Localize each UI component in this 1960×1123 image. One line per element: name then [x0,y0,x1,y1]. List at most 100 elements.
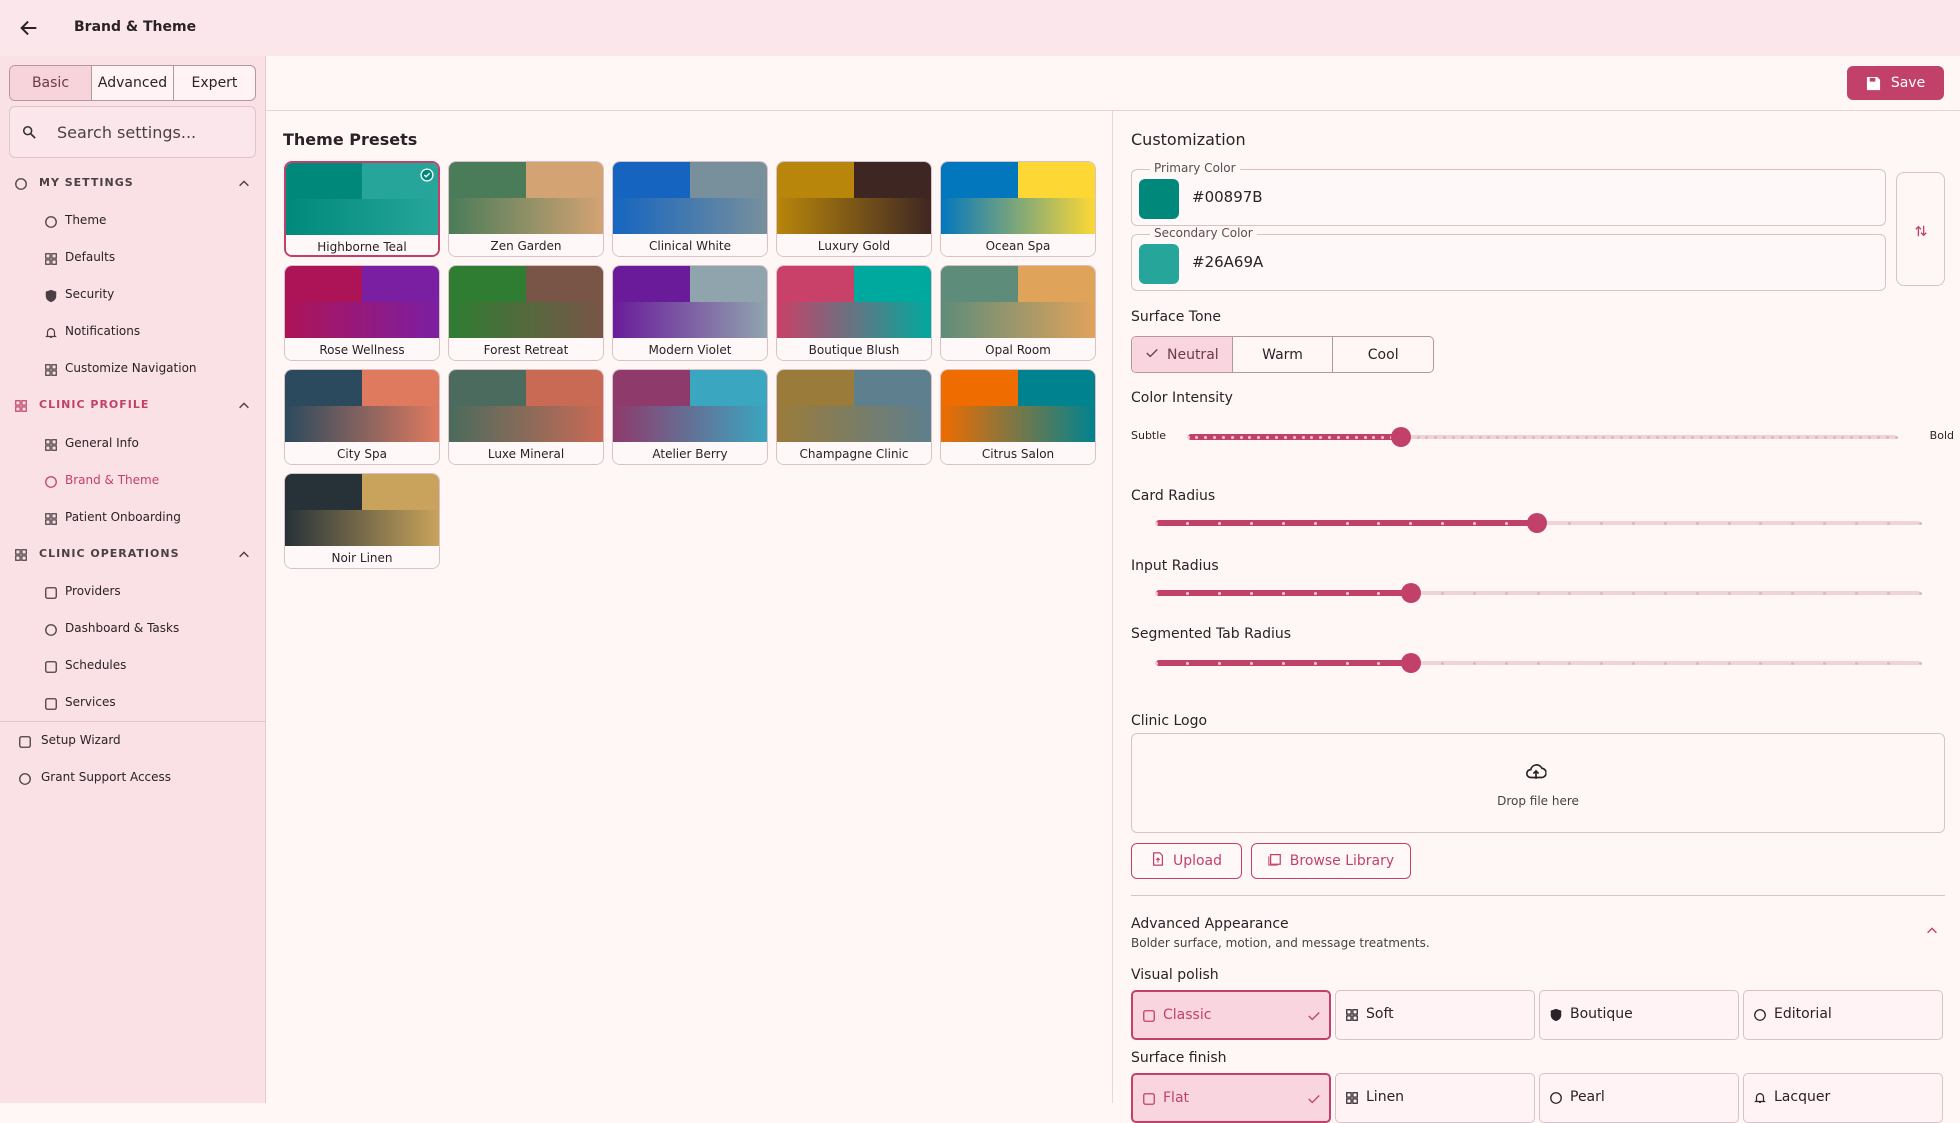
appearance-option[interactable]: Linen [1335,1073,1535,1123]
preset-card[interactable]: Boutique Blush [776,265,932,361]
nav-item[interactable]: Defaults [65,250,116,264]
tone-option[interactable]: Neutral [1132,337,1232,372]
nav-item[interactable]: Dashboard & Tasks [65,621,180,635]
top-bar: Brand & Theme [0,0,1960,56]
preset-card[interactable]: Rose Wellness [284,265,440,361]
view-tab[interactable]: Advanced [91,66,173,100]
radius-slider-thumb[interactable] [1401,653,1421,673]
intensity-step [1646,435,1650,439]
sidebar-divider [0,721,266,722]
icon-shape [1927,927,1937,934]
radius-slider-step [1377,661,1381,665]
appearance-option[interactable]: Soft [1335,990,1535,1040]
save-label: Save [1890,75,1926,91]
intensity-step [1186,435,1190,439]
icon-shape [15,178,27,190]
intensity-step [1558,435,1562,439]
icon [1914,223,1928,242]
nav-item[interactable]: Services [65,695,116,709]
appearance-option[interactable]: Pearl [1539,1073,1739,1123]
nav-item[interactable]: Patient Onboarding [65,510,181,524]
icon-shape [1143,1010,1155,1022]
save-button[interactable]: Save [1847,66,1944,100]
nav-item[interactable]: Providers [65,584,121,598]
preset-card[interactable]: Clinical White [612,161,768,257]
intensity-step [1469,435,1473,439]
tone-option[interactable]: Warm [1231,337,1333,372]
preset-card[interactable]: Highborne Teal [284,161,440,257]
radius-slider-thumb[interactable] [1401,583,1421,603]
icon-shape [15,178,27,190]
intensity-step [1266,435,1270,439]
icon-shape [1308,1012,1320,1021]
appearance-option[interactable]: Flat [1131,1073,1331,1123]
nav-item[interactable]: General Info [65,436,139,450]
icon-shape [420,168,434,182]
radius-slider-step [1823,661,1826,665]
icon-shape [45,253,51,259]
drop-zone[interactable]: Drop file here [1131,733,1945,833]
tone-option[interactable]: Cool [1332,337,1433,372]
nav-item[interactable]: Setup Wizard [41,733,121,747]
intensity-step [1602,435,1606,439]
nav-item[interactable]: Notifications [65,324,141,338]
icon-shape [1308,1095,1320,1104]
icon-shape [30,133,36,139]
color-field[interactable]: Secondary Color #26A69A [1131,226,1886,291]
radius-slider-step [1250,591,1253,595]
icon [1151,852,1165,870]
preset-card[interactable]: Zen Garden [448,161,604,257]
icon-shape [19,773,31,785]
swatch-gradient [286,199,438,235]
radius-slider-thumb[interactable] [1527,513,1547,533]
radius-slider-step [1695,661,1699,665]
nav-item[interactable]: Theme [65,213,107,227]
icon-shape [1532,769,1540,779]
preset-card[interactable]: Luxury Gold [776,161,932,257]
intensity-step [1213,435,1217,439]
nav-item[interactable]: Grant Support Access [41,770,172,784]
preset-card[interactable]: Modern Violet [612,265,768,361]
nav-item[interactable]: Schedules [65,658,127,672]
preset-card[interactable]: Noir Linen [284,473,440,569]
radius-slider-step [1663,591,1667,595]
preset-card[interactable]: Atelier Berry [612,369,768,465]
appearance-option[interactable]: Lacquer [1743,1073,1943,1123]
search-box[interactable]: Search settings... [9,106,256,158]
icon-shape [239,551,249,558]
intensity-step [1381,435,1385,439]
appearance-option[interactable]: Boutique [1539,990,1739,1040]
appearance-option[interactable]: Classic [1131,990,1331,1040]
intensity-step [1248,435,1252,439]
color-field[interactable]: Primary Color #00897B [1131,161,1886,226]
view-tab[interactable]: Basic [10,66,91,100]
advanced-title: Advanced Appearance [1131,916,1289,932]
preset-card[interactable]: Forest Retreat [448,265,604,361]
preset-card[interactable]: Ocean Spa [940,161,1096,257]
preset-name: Clinical White [613,234,767,256]
preset-card[interactable]: Citrus Salon [940,369,1096,465]
color-field-label: Secondary Color [1150,226,1257,240]
search-placeholder: Search settings... [57,123,197,142]
icon-shape [1152,852,1163,866]
intensity-thumb[interactable] [1391,427,1411,447]
nav-item[interactable]: Security [65,287,115,301]
upload-button[interactable]: Upload [1131,843,1242,879]
preset-card[interactable]: Luxe Mineral [448,369,604,465]
view-tab[interactable]: Expert [173,66,255,100]
preset-card[interactable]: Champagne Clinic [776,369,932,465]
intensity-step [1372,435,1376,439]
preset-card[interactable]: City Spa [284,369,440,465]
preset-name: Citrus Salon [941,442,1095,464]
swap-colors-button[interactable] [1896,172,1945,286]
preset-card[interactable]: Opal Room [940,265,1096,361]
browse-button[interactable]: Browse Library [1251,843,1411,879]
intensity-step [1629,435,1632,439]
intensity-step [1522,435,1526,439]
appearance-option[interactable]: Editorial [1743,990,1943,1040]
nav-item[interactable]: Customize Navigation [65,361,197,375]
nav-item[interactable]: Brand & Theme [65,473,160,487]
radius-slider-step [1313,591,1317,595]
back-button[interactable] [18,17,40,39]
color-value: #00897B [1192,188,1263,206]
